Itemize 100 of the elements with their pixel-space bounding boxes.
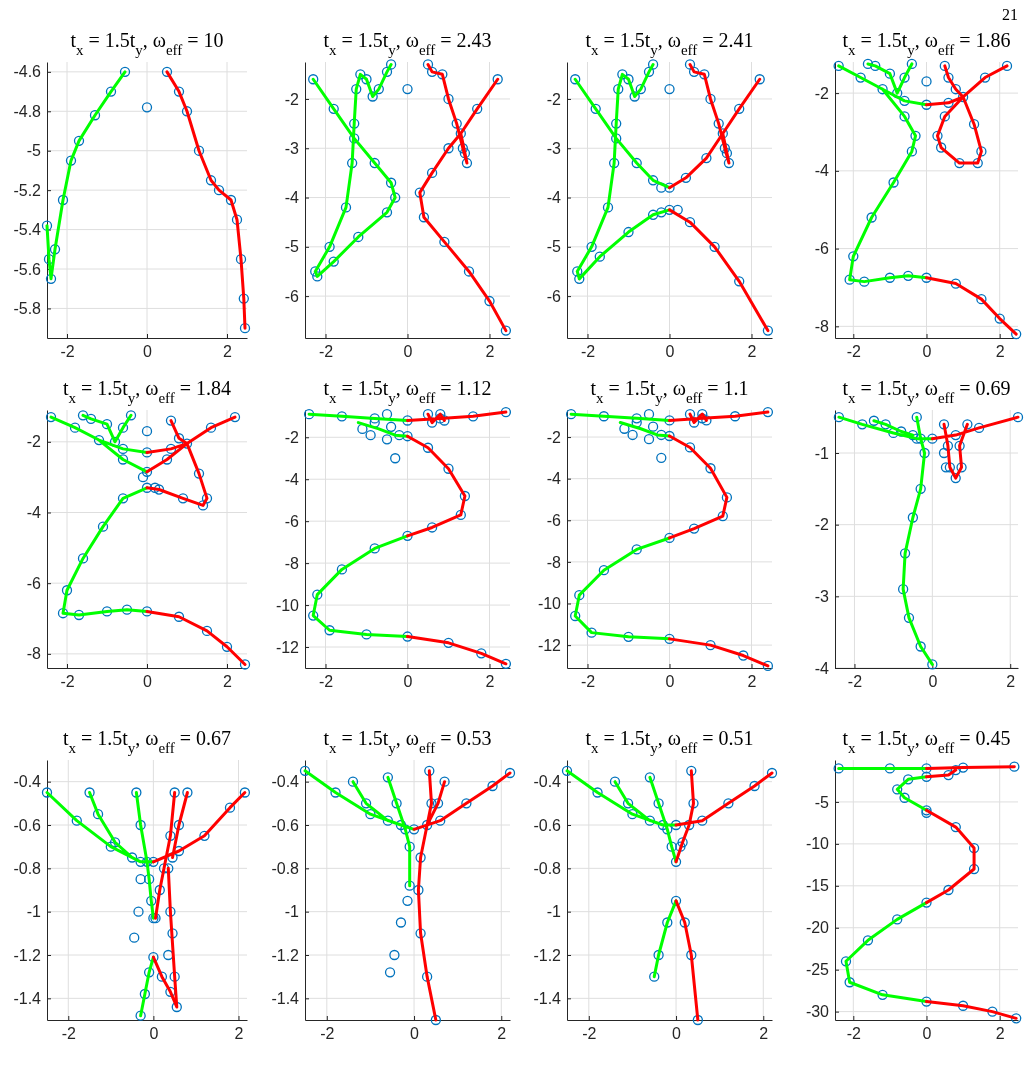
point bbox=[193, 145, 205, 156]
point bbox=[385, 59, 397, 70]
point bbox=[402, 431, 413, 442]
point bbox=[888, 177, 899, 188]
y-tick-label: -10 bbox=[537, 595, 562, 613]
point bbox=[225, 194, 237, 206]
point bbox=[365, 809, 376, 820]
point bbox=[461, 157, 473, 169]
point bbox=[133, 906, 144, 917]
point bbox=[915, 483, 926, 494]
y-tick-label: -8 bbox=[284, 554, 300, 572]
point bbox=[504, 767, 516, 779]
y-tick-label: -15 bbox=[805, 877, 830, 895]
point bbox=[231, 214, 243, 225]
point bbox=[357, 423, 368, 435]
x-tick-label: -2 bbox=[580, 343, 596, 361]
point bbox=[950, 764, 961, 776]
point bbox=[312, 589, 323, 600]
point bbox=[472, 103, 483, 114]
point bbox=[897, 584, 909, 595]
point bbox=[92, 809, 104, 820]
point bbox=[395, 917, 407, 928]
point bbox=[979, 72, 991, 83]
chart-title: t$_{x}$ = 1.5t$_{y}$, ω$_{eff}$ = 2.41 bbox=[585, 29, 754, 58]
point bbox=[647, 175, 659, 186]
point bbox=[158, 863, 170, 874]
x-tick-label: 0 bbox=[672, 1025, 682, 1043]
point bbox=[684, 217, 696, 228]
point bbox=[844, 274, 855, 285]
point bbox=[84, 787, 95, 798]
point bbox=[224, 802, 236, 813]
y-tick-label: -5.8 bbox=[13, 300, 42, 318]
point bbox=[701, 415, 712, 426]
point bbox=[907, 429, 919, 441]
point bbox=[623, 226, 634, 238]
point bbox=[121, 604, 133, 615]
point bbox=[721, 492, 733, 503]
point bbox=[117, 422, 129, 433]
point bbox=[408, 824, 420, 835]
point bbox=[664, 633, 675, 645]
point bbox=[156, 971, 168, 982]
point bbox=[1012, 412, 1024, 423]
point bbox=[361, 629, 372, 640]
point bbox=[644, 815, 656, 826]
point bbox=[840, 956, 852, 967]
point bbox=[385, 177, 397, 188]
y-tick-label: -1 bbox=[26, 903, 42, 921]
point bbox=[994, 313, 1005, 324]
point bbox=[65, 155, 77, 166]
point bbox=[627, 809, 638, 820]
point bbox=[679, 917, 690, 928]
chart-title: t$_{x}$ = 1.5t$_{y}$, ω$_{eff}$ = 1.84 bbox=[62, 377, 232, 406]
x-tick-label: -2 bbox=[580, 673, 596, 691]
point bbox=[877, 84, 888, 95]
point bbox=[459, 148, 471, 159]
point bbox=[455, 128, 466, 139]
point bbox=[906, 58, 918, 70]
y-tick-label: -4.8 bbox=[13, 102, 42, 120]
point bbox=[1001, 60, 1013, 72]
point bbox=[141, 102, 153, 113]
point bbox=[602, 202, 614, 213]
point bbox=[766, 767, 778, 779]
point bbox=[443, 463, 454, 474]
x-tick-label: -2 bbox=[847, 673, 863, 691]
point bbox=[437, 69, 448, 80]
point bbox=[336, 411, 348, 422]
y-tick-label: -12 bbox=[537, 636, 562, 654]
point bbox=[950, 429, 961, 441]
point bbox=[670, 895, 682, 906]
point bbox=[896, 426, 907, 437]
y-tick-label: -2 bbox=[284, 90, 300, 108]
point bbox=[385, 421, 397, 432]
point bbox=[135, 856, 146, 867]
point bbox=[717, 510, 728, 522]
point bbox=[73, 609, 85, 621]
y-tick-label: -1.2 bbox=[13, 946, 42, 964]
point bbox=[169, 787, 180, 798]
point bbox=[701, 152, 712, 164]
point bbox=[561, 765, 573, 776]
point bbox=[143, 967, 155, 978]
point bbox=[165, 415, 177, 426]
y-tick-label: -8 bbox=[546, 553, 562, 571]
point bbox=[229, 411, 241, 423]
point bbox=[500, 325, 512, 336]
x-tick-label: 2 bbox=[995, 1025, 1005, 1043]
point bbox=[899, 792, 910, 803]
point bbox=[484, 295, 495, 307]
point bbox=[844, 977, 855, 988]
point bbox=[148, 856, 159, 867]
y-tick-label: -1.2 bbox=[533, 946, 562, 964]
point bbox=[131, 787, 142, 798]
chart-title: t$_{x}$ = 1.5t$_{y}$, ω$_{eff}$ = 0.51 bbox=[585, 727, 754, 756]
chart-title: t$_{x}$ = 1.5t$_{y}$, ω$_{eff}$ = 1.86 bbox=[842, 29, 1011, 58]
x-tick-label: 0 bbox=[922, 1025, 932, 1043]
point bbox=[161, 66, 173, 78]
x-tick-label: 0 bbox=[665, 673, 675, 691]
point bbox=[608, 157, 620, 169]
point bbox=[884, 68, 896, 79]
point bbox=[899, 95, 910, 107]
point bbox=[709, 241, 720, 252]
